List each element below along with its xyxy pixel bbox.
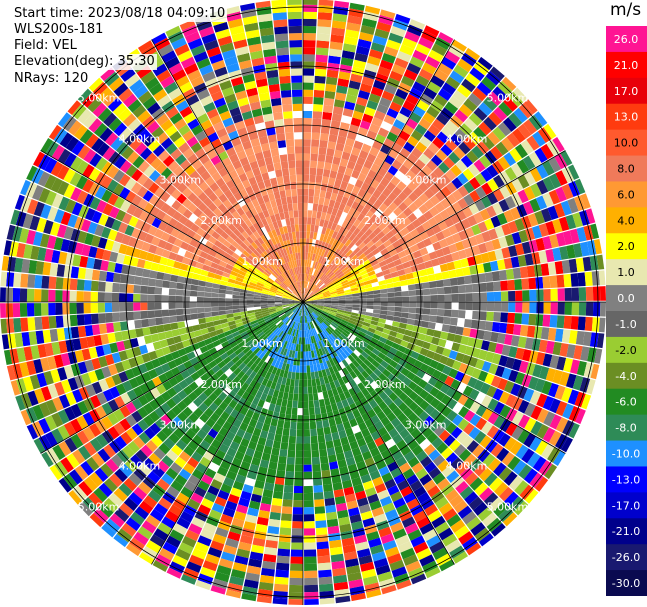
colorbar-tick-label: -13.0 (612, 473, 640, 486)
range-ring-label: 6.00km (37, 541, 79, 554)
colorbar-tick-label: 10.0 (614, 137, 639, 150)
colorbar-swatch (606, 311, 647, 338)
colorbar-tick-label: -8.0 (615, 422, 636, 435)
colorbar-swatch (606, 362, 647, 390)
azimuth-spoke (302, 301, 566, 454)
range-ring-label: 2.00km (200, 378, 242, 391)
azimuth-spoke (302, 150, 566, 303)
range-ring-label: 1.00km (323, 337, 365, 350)
range-ring-label: 2.00km (200, 214, 242, 227)
colorbar-tick-label: -17.0 (612, 499, 640, 512)
range-ring-label: 4.00km (446, 460, 488, 473)
nrays-label: NRays: 120 (12, 71, 91, 87)
range-ring-label: 6.00km (528, 541, 570, 554)
field-label: Field: VEL (12, 38, 79, 54)
colorbar-tick-label: 1.0 (617, 266, 635, 279)
range-ring-label: 3.00km (405, 173, 447, 186)
azimuth-spoke (40, 150, 304, 303)
range-ring-label: 5.00km (78, 500, 120, 513)
colorbar: 26.0 21.0 17.0 13.0 10.0 8.0 6.0 4.0 2.0 1.0 0.0 -1… (606, 26, 647, 596)
azimuth-spoke (151, 301, 304, 565)
range-ring-label: 2.00km (364, 214, 406, 227)
azimuth-spoke (151, 39, 304, 303)
range-ring-label: 1.00km (241, 255, 283, 268)
azimuth-spoke (40, 301, 304, 454)
colorbar-swatch (606, 570, 647, 596)
colorbar-tick-label: -10.0 (612, 448, 640, 461)
colorbar-tick-label: 17.0 (614, 85, 639, 98)
range-ring-label: 5.00km (487, 92, 529, 105)
elevation-label: Elevation(deg): 35.30 (12, 54, 157, 70)
colorbar-swatch (606, 336, 647, 364)
colorbar-unit-label: m/s (610, 0, 642, 20)
colorbar-tick-label: -26.0 (612, 551, 640, 564)
range-ring-label: 5.00km (78, 92, 120, 105)
colorbar-tick-label: -6.0 (615, 396, 636, 409)
colorbar-tick-label: -1.0 (615, 318, 636, 331)
range-ring-label: 1.00km (323, 255, 365, 268)
range-ring-label: 3.00km (160, 173, 202, 186)
colorbar-swatch (606, 155, 647, 182)
colorbar-tick-label: 2.0 (617, 240, 635, 253)
colorbar-tick-label: 21.0 (614, 59, 639, 72)
azimuth-spokes (0, 0, 606, 605)
colorbar-tick-label: 8.0 (617, 163, 635, 176)
colorbar-tick-label: 26.0 (614, 33, 639, 46)
colorbar-swatch (606, 77, 647, 105)
colorbar-swatch (606, 26, 647, 53)
colorbar-tick-label: 6.0 (617, 188, 635, 201)
colorbar-tick-label: -4.0 (615, 370, 636, 383)
colorbar-swatch (606, 414, 647, 442)
colorbar-swatch (606, 466, 647, 493)
colorbar-swatch (606, 129, 647, 157)
colorbar-swatch (606, 544, 647, 571)
range-ring-label: 4.00km (119, 132, 161, 145)
range-ring-label: 5.00km (487, 500, 529, 513)
range-ring-label: 6.00km (528, 51, 570, 64)
colorbar-tick-label: 4.0 (617, 214, 635, 227)
azimuth-spoke (302, 301, 455, 565)
range-ring-label: 1.00km (241, 337, 283, 350)
colorbar-swatch (606, 51, 647, 79)
colorbar-tick-label: 13.0 (614, 111, 639, 124)
range-ring-label: 3.00km (160, 419, 202, 432)
ppi-velocity-plot: 1.00km 1.00km 1.00km 1.00km 2.00km 2.00km 2.00… (0, 0, 606, 605)
colorbar-swatch (606, 388, 647, 416)
colorbar-swatch (606, 181, 647, 208)
range-ring-label: 4.00km (119, 460, 161, 473)
colorbar-swatch (606, 492, 647, 519)
colorbar-swatch (606, 233, 647, 260)
colorbar-swatch (606, 207, 647, 234)
colorbar-swatch (606, 285, 647, 312)
site-label: WLS200s-181 (12, 22, 106, 38)
colorbar-swatch (606, 259, 647, 286)
radial-velocity-bins (0, 0, 606, 605)
azimuth-spoke (302, 39, 455, 303)
range-ring-label: 2.00km (364, 378, 406, 391)
colorbar-swatch (606, 440, 647, 467)
colorbar-tick-label: 0.0 (617, 292, 635, 305)
range-ring-label: 4.00km (446, 132, 488, 145)
range-ring-label: 3.00km (405, 419, 447, 432)
colorbar-tick-label: -30.0 (612, 577, 640, 590)
colorbar-tick-label: -2.0 (615, 344, 636, 357)
start-time-label: Start time: 2023/08/18 04:09:10 (12, 6, 228, 22)
colorbar-swatch (606, 103, 647, 131)
colorbar-tick-label: -21.0 (612, 525, 640, 538)
colorbar-swatch (606, 518, 647, 545)
